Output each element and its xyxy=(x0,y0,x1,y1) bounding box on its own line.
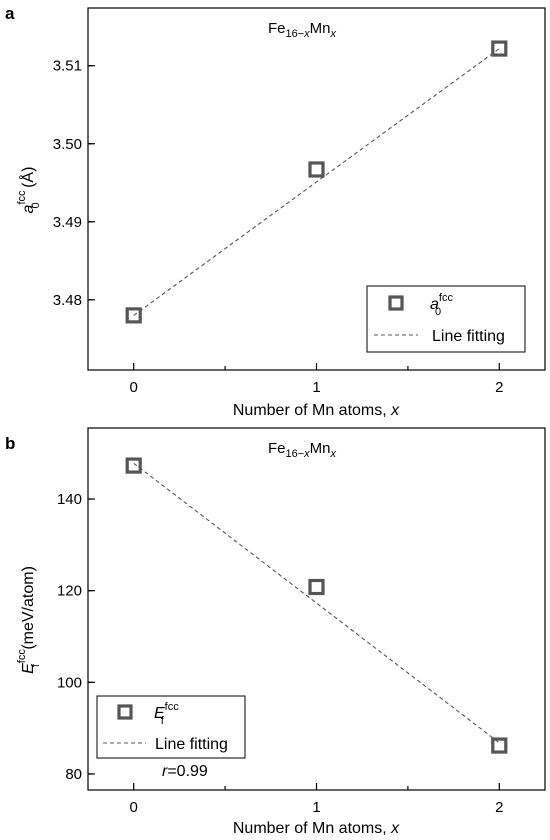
panel-a: a 0 1 2 3.48 3.49 3.50 3.51 Fe16−xMnx Number … xyxy=(5,4,546,419)
data-point-a-1 xyxy=(308,161,325,178)
legend-line-label-a: Line fitting xyxy=(432,328,505,345)
y-axis-title-b: Efccf (meV/atom) xyxy=(16,566,42,674)
y-tick-label-a-0: 3.48 xyxy=(53,292,82,309)
correlation-annotation: r=0.99 xyxy=(162,763,208,780)
x-tick-label-a-1: 1 xyxy=(312,379,320,396)
data-points-b xyxy=(125,457,508,754)
panel-label-a: a xyxy=(5,4,15,23)
x-ticks-a: 0 1 2 xyxy=(130,363,503,396)
fit-line-a xyxy=(133,48,500,316)
x-ticks-b: 0 1 2 xyxy=(130,783,503,816)
data-points-a xyxy=(125,40,508,324)
y-tick-label-b-2: 120 xyxy=(57,583,82,600)
x-tick-label-b-2: 2 xyxy=(495,799,503,816)
chart-title-a: Fe16−xMnx xyxy=(268,20,337,40)
x-axis-title-b: Number of Mn atoms, x xyxy=(233,820,400,837)
y-tick-label-a-1: 3.49 xyxy=(53,214,82,231)
legend-marker-b xyxy=(117,704,133,720)
legend-a: afcc 0 Line fitting xyxy=(366,285,526,353)
chart-title-b: Fe16−xMnx xyxy=(268,440,337,460)
y-tick-label-b-3: 140 xyxy=(57,491,82,508)
legend-line-label-b: Line fitting xyxy=(155,736,228,753)
y-axis-title-a: afcc0 (Å) xyxy=(16,167,42,214)
data-point-b-0 xyxy=(125,457,142,474)
data-point-b-2 xyxy=(491,737,508,754)
x-tick-label-a-2: 2 xyxy=(495,379,503,396)
y-ticks-b: 80 100 120 140 xyxy=(57,491,95,783)
x-tick-label-b-0: 0 xyxy=(130,799,138,816)
legend-box-a xyxy=(366,285,526,353)
panel-label-b: b xyxy=(5,434,15,453)
y-ticks-a: 3.48 3.49 3.50 3.51 xyxy=(53,58,95,309)
legend-b: Efcc f Line fitting xyxy=(96,695,246,759)
legend-marker-label-b: Efcc f xyxy=(154,701,179,727)
legend-marker-label-a: afcc 0 xyxy=(430,292,453,318)
y-tick-label-a-3: 3.51 xyxy=(53,58,82,75)
x-axis-title-a: Number of Mn atoms, x xyxy=(233,402,400,419)
panel-b: b 0 1 2 80 100 120 140 Fe16−xMnx Number of Mn… xyxy=(5,427,546,837)
data-point-a-0 xyxy=(125,307,142,324)
x-tick-label-a-0: 0 xyxy=(130,379,138,396)
y-tick-label-b-1: 100 xyxy=(57,674,82,691)
legend-marker-a xyxy=(388,295,404,311)
data-point-a-2 xyxy=(491,40,508,57)
x-tick-label-b-1: 1 xyxy=(312,799,320,816)
y-tick-label-a-2: 3.50 xyxy=(53,136,82,153)
data-point-b-1 xyxy=(308,578,325,596)
y-tick-label-b-0: 80 xyxy=(65,766,82,783)
